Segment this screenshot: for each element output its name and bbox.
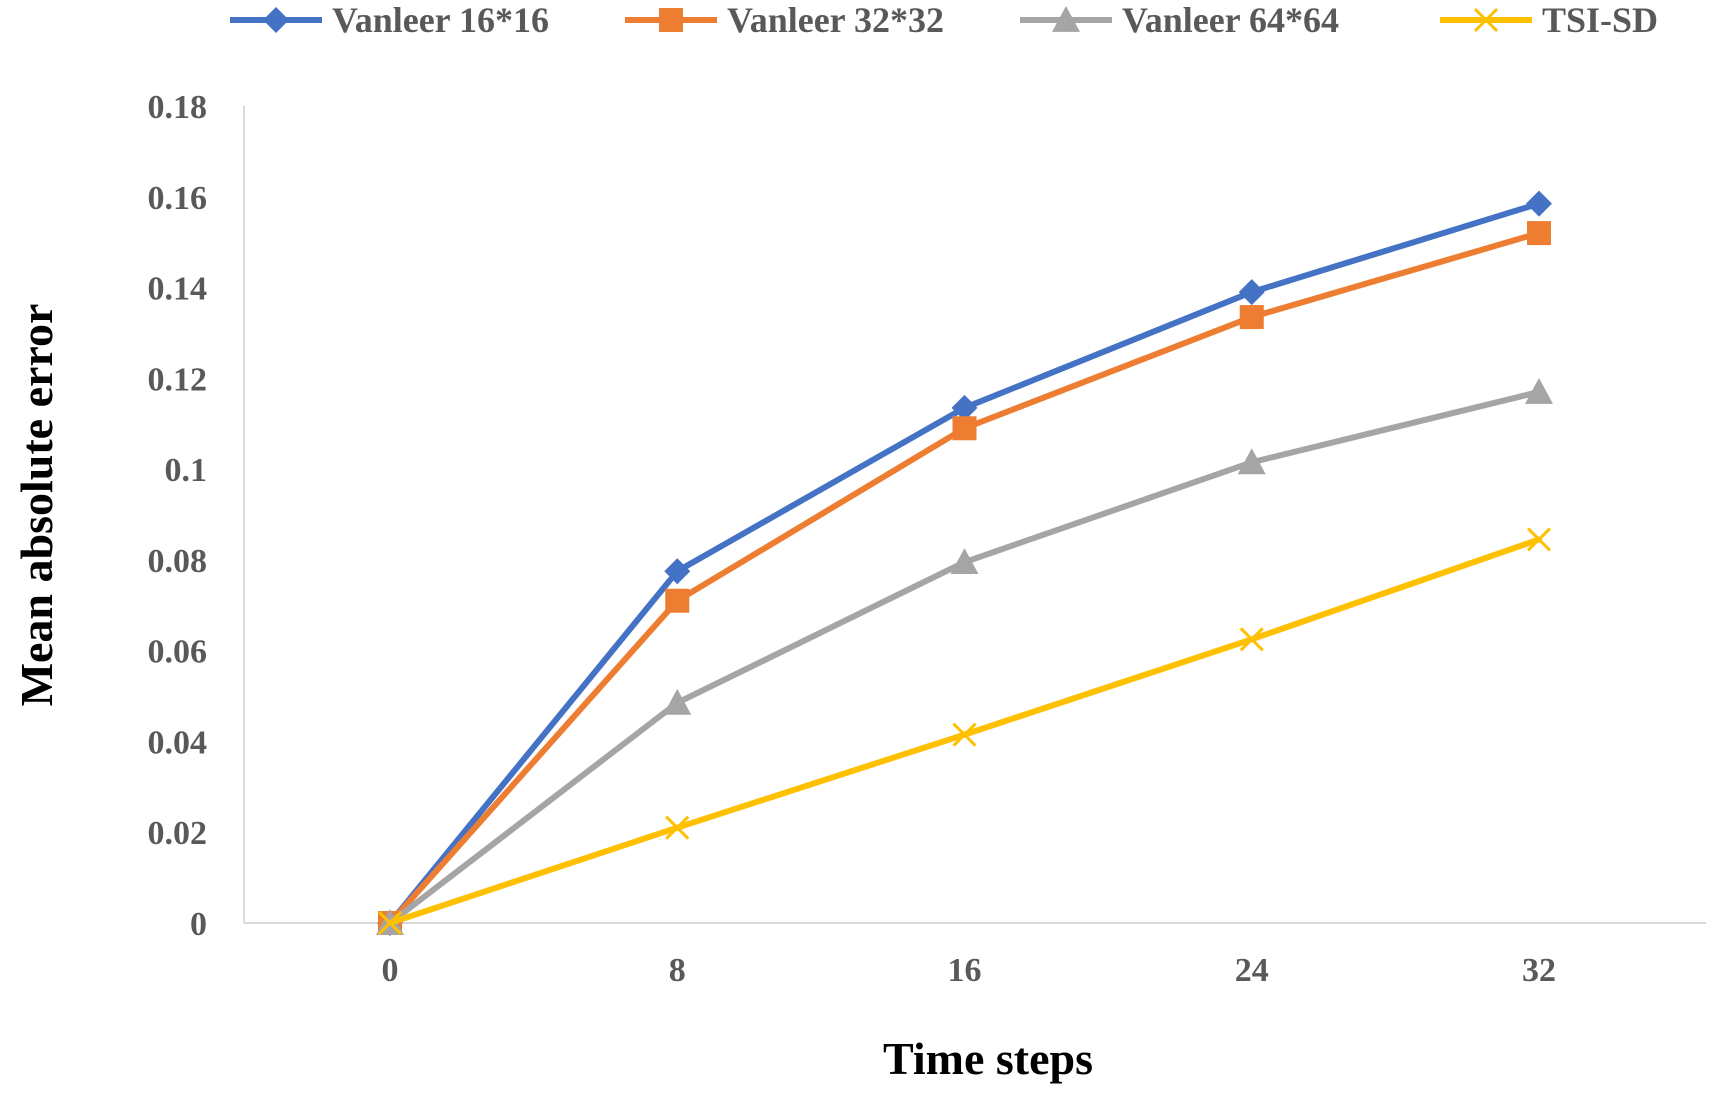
y-tick-label: 0.08 <box>148 543 208 580</box>
y-tick-label: 0.18 <box>148 89 208 126</box>
triangle-marker <box>950 548 979 575</box>
x-axis-title: Time steps <box>883 1033 1093 1084</box>
triangle-marker <box>663 688 692 715</box>
y-tick-label: 0.16 <box>148 180 208 217</box>
y-tick-label: 0.14 <box>148 271 208 308</box>
legend-x-marker <box>1473 7 1499 33</box>
square-marker <box>952 416 977 441</box>
diamond-marker <box>1238 279 1265 306</box>
series-line <box>387 230 1542 926</box>
series-4 <box>377 527 1552 936</box>
diamond-marker <box>664 558 691 585</box>
y-axis-title: Mean absolute error <box>11 304 62 707</box>
square-marker <box>665 588 690 613</box>
diamond-marker <box>1526 190 1552 217</box>
series-3 <box>376 377 1553 935</box>
x-tick-label: 0 <box>382 952 399 989</box>
x-tick-label: 24 <box>1235 952 1269 989</box>
axes: 0 0.02 0.04 0.06 0.08 0.1 0.12 0.14 0.16 0.18 0 8 16… <box>148 89 1706 989</box>
y-tick-label: 0.12 <box>148 361 208 398</box>
legend-square-marker <box>659 8 683 32</box>
square-marker <box>1239 305 1264 330</box>
series-2 <box>378 221 1551 935</box>
diamond-marker <box>951 394 978 421</box>
x-marker <box>665 815 690 840</box>
square-marker <box>1527 221 1551 246</box>
x-marker <box>1526 527 1552 552</box>
legend: Vanleer 16*16 Vanleer 32*32 Vanleer 64*64 T… <box>230 0 1658 40</box>
x-marker <box>1239 627 1264 652</box>
legend-label: Vanleer 64*64 <box>1122 0 1339 40</box>
legend-triangle-marker <box>1052 6 1080 32</box>
x-tick-label: 32 <box>1522 952 1556 989</box>
triangle-marker <box>1237 448 1266 475</box>
legend-label: Vanleer 32*32 <box>727 0 944 40</box>
series-line <box>387 388 1542 926</box>
x-tick-label: 8 <box>669 952 686 989</box>
legend-label: Vanleer 16*16 <box>332 0 549 40</box>
legend-item: Vanleer 32*32 <box>625 0 944 40</box>
series-layer <box>376 190 1553 936</box>
y-tick-label: 0.1 <box>165 452 208 489</box>
x-tick-label: 16 <box>948 952 982 989</box>
x-marker <box>377 910 403 936</box>
x-marker <box>952 722 977 747</box>
y-tick-label: 0.06 <box>148 634 208 671</box>
y-tick-label: 0.04 <box>148 724 208 761</box>
legend-item: Vanleer 64*64 <box>1020 0 1339 40</box>
legend-diamond-marker <box>263 7 289 33</box>
y-tick-label: 0.02 <box>148 815 208 852</box>
legend-item: Vanleer 16*16 <box>230 0 549 40</box>
triangle-marker <box>1525 377 1553 404</box>
legend-label: TSI-SD <box>1542 0 1658 40</box>
legend-item: TSI-SD <box>1440 0 1658 40</box>
y-tick-label: 0 <box>190 906 207 943</box>
